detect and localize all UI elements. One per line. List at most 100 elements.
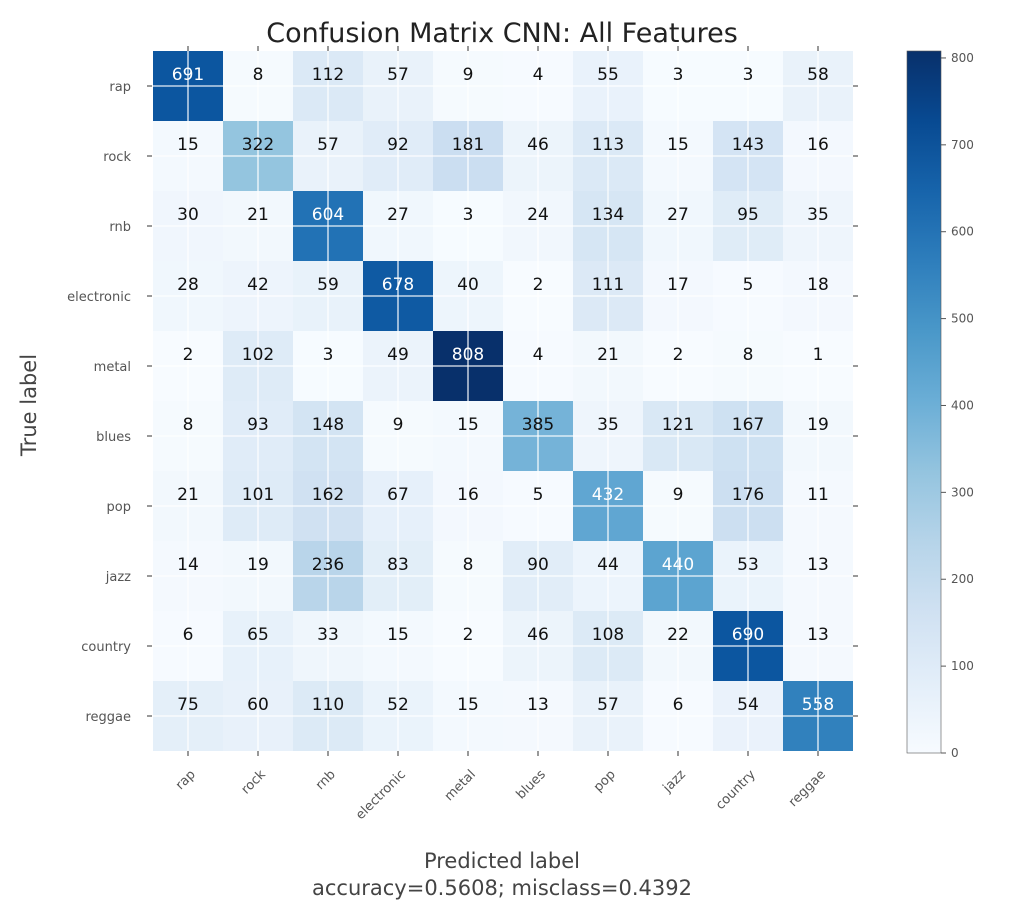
cell-value: 6 xyxy=(673,695,684,715)
cell-value: 15 xyxy=(457,415,479,435)
colorbar-tick-label: 0 xyxy=(951,746,959,760)
cell-value: 59 xyxy=(317,275,339,295)
cell-value: 5 xyxy=(533,485,544,505)
cell-value: 110 xyxy=(312,695,344,715)
cell-value: 21 xyxy=(247,205,269,225)
cell-value: 9 xyxy=(393,415,404,435)
cell-value: 24 xyxy=(527,205,549,225)
cell-value: 27 xyxy=(387,205,409,225)
cell-value: 35 xyxy=(807,205,829,225)
cell-value: 28 xyxy=(177,275,199,295)
cell-value: 3 xyxy=(463,205,474,225)
cell-value: 19 xyxy=(247,555,269,575)
cell-value: 15 xyxy=(177,135,199,155)
cell-value: 3 xyxy=(323,345,334,365)
cell-value: 75 xyxy=(177,695,199,715)
cell-value: 8 xyxy=(463,555,474,575)
cell-value: 21 xyxy=(177,485,199,505)
y-tick-label: pop xyxy=(107,500,131,515)
cell-value: 53 xyxy=(737,555,759,575)
cell-value: 46 xyxy=(527,625,549,645)
cell-value: 432 xyxy=(592,485,624,505)
cell-value: 35 xyxy=(597,415,619,435)
cell-value: 57 xyxy=(317,135,339,155)
cell-value: 21 xyxy=(597,345,619,365)
cell-value: 22 xyxy=(667,625,689,645)
cell-value: 58 xyxy=(807,65,829,85)
cell-value: 55 xyxy=(597,65,619,85)
y-tick-label: metal xyxy=(94,360,131,375)
cell-value: 236 xyxy=(312,555,344,575)
y-tick-label: jazz xyxy=(105,570,131,585)
cell-value: 558 xyxy=(802,695,834,715)
cell-value: 8 xyxy=(253,65,264,85)
cell-value: 322 xyxy=(242,135,274,155)
y-tick-label: blues xyxy=(96,430,131,445)
gridlines xyxy=(153,51,853,751)
cell-value: 16 xyxy=(807,135,829,155)
cell-value: 6 xyxy=(183,625,194,645)
y-tick-label: electronic xyxy=(67,290,131,305)
cell-value: 167 xyxy=(732,415,764,435)
y-tick-label: rock xyxy=(103,150,131,165)
cell-value: 27 xyxy=(667,205,689,225)
colorbar-tick-label: 700 xyxy=(951,138,974,152)
cell-value: 60 xyxy=(247,695,269,715)
x-tick-label: metal xyxy=(442,767,479,804)
x-tick-label: electronic xyxy=(353,767,409,823)
colorbar-tick-label: 200 xyxy=(951,572,974,586)
colorbar-tick-label: 400 xyxy=(951,398,974,412)
colorbar-tick-label: 500 xyxy=(951,312,974,326)
cell-value: 54 xyxy=(737,695,759,715)
cell-value: 181 xyxy=(452,135,484,155)
accuracy-caption: accuracy=0.5608; misclass=0.4392 xyxy=(312,876,692,900)
colorbar-tick-label: 600 xyxy=(951,225,974,239)
cell-value: 8 xyxy=(743,345,754,365)
cell-value: 2 xyxy=(673,345,684,365)
cell-value: 108 xyxy=(592,625,624,645)
x-tick-label: rnb xyxy=(313,767,339,793)
x-tick-label: jazz xyxy=(660,767,689,796)
cell-value: 8 xyxy=(183,415,194,435)
cell-value: 111 xyxy=(592,275,624,295)
cell-value: 162 xyxy=(312,485,344,505)
cell-value: 113 xyxy=(592,135,624,155)
cell-value: 9 xyxy=(673,485,684,505)
cell-value: 1 xyxy=(813,345,824,365)
colorbar-tick-label: 800 xyxy=(951,51,974,65)
cell-value: 40 xyxy=(457,275,479,295)
colorbar-tick-label: 300 xyxy=(951,485,974,499)
cell-value: 95 xyxy=(737,205,759,225)
cell-value: 19 xyxy=(807,415,829,435)
x-tick-label: rock xyxy=(239,767,270,798)
cell-value: 15 xyxy=(387,625,409,645)
cell-value: 90 xyxy=(527,555,549,575)
cell-value: 143 xyxy=(732,135,764,155)
colorbar-ticks: 0 100 200 300 400 500 600 700 800 xyxy=(941,51,974,760)
cell-value: 385 xyxy=(522,415,554,435)
y-tick-label: rnb xyxy=(109,220,131,235)
cell-value: 102 xyxy=(242,345,274,365)
cell-value: 2 xyxy=(463,625,474,645)
cell-value: 57 xyxy=(597,695,619,715)
cell-value: 83 xyxy=(387,555,409,575)
cell-value: 691 xyxy=(172,65,204,85)
cell-value: 92 xyxy=(387,135,409,155)
x-tick-label: pop xyxy=(591,767,619,795)
cell-value: 42 xyxy=(247,275,269,295)
x-tick-label: blues xyxy=(514,767,549,802)
cell-value: 690 xyxy=(732,625,764,645)
x-tick-label: country xyxy=(713,767,759,813)
cell-value: 52 xyxy=(387,695,409,715)
cell-value: 121 xyxy=(662,415,694,435)
cell-value: 176 xyxy=(732,485,764,505)
y-axis-label: True label xyxy=(17,354,41,457)
cell-value: 4 xyxy=(533,65,544,85)
colorbar-tick-label: 100 xyxy=(951,659,974,673)
y-tick-label: country xyxy=(81,640,131,655)
y-tick-label: rap xyxy=(109,80,131,95)
cell-value: 134 xyxy=(592,205,624,225)
colorbar xyxy=(906,50,942,754)
cell-value: 44 xyxy=(597,555,619,575)
